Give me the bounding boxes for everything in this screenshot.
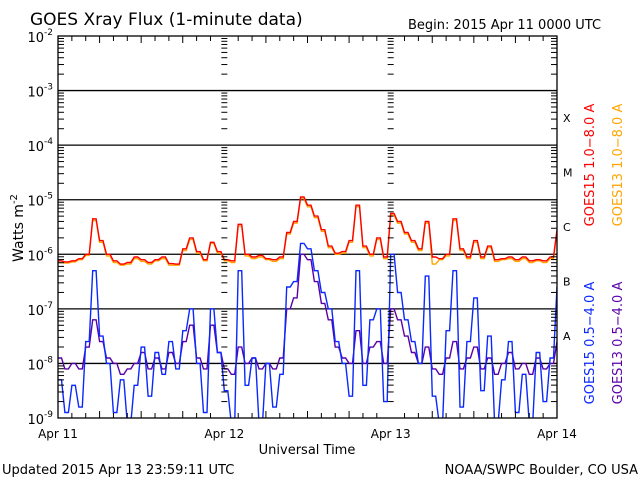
y-tick-label-exp: -5 xyxy=(44,192,53,202)
y-tick-label-base: 10 xyxy=(27,358,44,373)
y-tick-label-base: 10 xyxy=(27,249,44,264)
y-tick-label-exp: -6 xyxy=(44,246,53,256)
y-tick-label: 10-8 xyxy=(27,355,53,373)
flare-class-label: X xyxy=(563,112,571,125)
x-tick-label: Apr 13 xyxy=(371,427,411,441)
y-tick-label-base: 10 xyxy=(27,413,44,428)
series-line-goes13-0-5-4-0-a xyxy=(58,253,557,375)
credit-label: NOAA/SWPC Boulder, CO USA xyxy=(445,463,638,478)
updated-label: Updated 2015 Apr 13 23:59:11 UTC xyxy=(2,463,234,478)
begin-label: Begin: 2015 Apr 11 0000 UTC xyxy=(408,18,601,33)
series-group xyxy=(58,196,557,418)
x-tick-label: Apr 12 xyxy=(204,427,244,441)
y-tick-label: 10-7 xyxy=(27,301,53,319)
y-axis-label-exp: -2 xyxy=(9,194,20,204)
y-tick-label-exp: -3 xyxy=(44,83,53,93)
x-tick-label: Apr 14 xyxy=(537,427,577,441)
flare-class-label: M xyxy=(563,166,573,179)
y-tick-label-base: 10 xyxy=(27,31,44,46)
x-axis-label: Universal Time xyxy=(259,443,356,458)
y-tick-label: 10-4 xyxy=(27,137,53,155)
y-tick-label-exp: -8 xyxy=(44,355,53,365)
y-tick-label-base: 10 xyxy=(27,86,44,101)
y-tick-label-exp: -9 xyxy=(44,410,53,420)
series-line-goes15-0-5-4-0-a xyxy=(58,242,557,418)
y-tick-label-exp: -7 xyxy=(44,301,53,311)
y-tick-label: 10-5 xyxy=(27,192,53,210)
series-line-goes15-1-0-8-0-a xyxy=(58,196,557,265)
chart-title: GOES Xray Flux (1-minute data) xyxy=(30,10,303,30)
legend-entry: GOES13 1.0−8.0 A xyxy=(611,104,626,227)
legend-entry: GOES13 0.5−4.0 A xyxy=(611,282,626,405)
y-axis-label: Watts m-2 xyxy=(9,194,27,262)
y-tick-label-base: 10 xyxy=(27,195,44,210)
legend-entry: GOES15 1.0−8.0 A xyxy=(583,104,598,227)
flare-class-label: A xyxy=(563,330,571,343)
plot-frame xyxy=(57,35,558,419)
y-tick-label-base: 10 xyxy=(27,304,44,319)
legend: GOES15 1.0−8.0 A GOES13 1.0−8.0 A GOES15 0… xyxy=(583,104,626,405)
flare-class-label: C xyxy=(563,221,571,234)
y-tick-label-base: 10 xyxy=(27,140,44,155)
y-tick-label-exp: -4 xyxy=(44,137,53,147)
legend-entry: GOES15 0.5−4.0 A xyxy=(583,282,598,405)
y-tick-label: 10-9 xyxy=(27,410,53,428)
series-line-goes13-1-0-8-0-a xyxy=(58,197,557,266)
y-tick-label-exp: -2 xyxy=(44,28,53,38)
y-tick-label: 10-2 xyxy=(27,28,53,46)
flare-class-label: B xyxy=(563,276,571,289)
grid xyxy=(58,89,557,365)
y-axis-label-base: Watts m xyxy=(11,204,27,262)
x-tick-label: Apr 11 xyxy=(38,427,78,441)
y-tick-label: 10-6 xyxy=(27,246,53,264)
y-tick-label: 10-3 xyxy=(27,83,53,101)
